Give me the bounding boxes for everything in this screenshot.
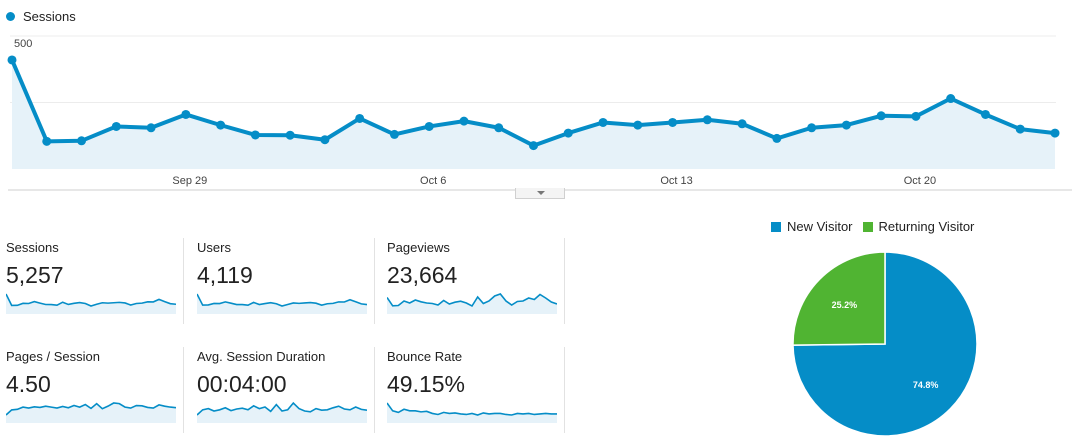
metric-card[interactable]: Sessions 5,257 (6, 238, 184, 324)
sessions-point[interactable] (111, 121, 121, 131)
pie-slice-label: 25.2% (832, 300, 858, 310)
sessions-point[interactable] (876, 111, 886, 121)
caret-down-icon (537, 191, 545, 195)
metric-label: Users (197, 240, 231, 255)
sessions-point[interactable] (146, 123, 156, 133)
sparkline-area (6, 403, 176, 423)
legend-item-new-visitor[interactable]: New Visitor (771, 219, 853, 234)
metric-sparkline (6, 293, 176, 314)
metric-card[interactable]: Pageviews 23,664 (387, 238, 565, 324)
x-tick-label: Oct 13 (660, 175, 692, 187)
metric-label: Bounce Rate (387, 349, 463, 364)
sparkline-area (197, 403, 367, 423)
sparkline-area (387, 294, 557, 314)
sparkline-area (387, 403, 557, 423)
sessions-point[interactable] (77, 136, 87, 146)
sessions-point[interactable] (980, 109, 990, 119)
metric-value: 23,664 (387, 262, 458, 288)
returning-visitor-swatch (862, 221, 873, 232)
sessions-point[interactable] (459, 116, 469, 126)
metric-sparkline (197, 293, 367, 314)
legend-item-returning-visitor[interactable]: Returning Visitor (862, 219, 975, 234)
metric-value: 5,257 (6, 262, 64, 288)
sessions-legend-label: Sessions (23, 9, 76, 24)
y-tick-label: 500 (14, 38, 32, 50)
sessions-point[interactable] (807, 123, 817, 133)
x-tick-label: Oct 6 (420, 175, 446, 187)
metric-value: 49.15% (387, 371, 466, 397)
sessions-point[interactable] (529, 141, 538, 151)
metric-divider (374, 238, 375, 324)
visitor-type-pie-chart[interactable]: 74.8% 25.2% (785, 246, 985, 442)
metric-card[interactable]: Avg. Session Duration 00:04:00 (197, 347, 375, 433)
metric-label: Pages / Session (6, 349, 100, 364)
sessions-point[interactable] (668, 117, 678, 127)
returning-visitor-label: Returning Visitor (878, 219, 975, 234)
sessions-point[interactable] (702, 115, 712, 125)
metric-divider (564, 238, 565, 324)
metric-sparkline (6, 402, 176, 423)
sessions-point[interactable] (285, 130, 295, 140)
sessions-point[interactable] (911, 111, 921, 121)
sessions-point[interactable] (598, 117, 608, 127)
sessions-point[interactable] (772, 133, 782, 143)
metric-card[interactable]: Bounce Rate 49.15% (387, 347, 565, 433)
x-tick-label: Sep 29 (172, 175, 207, 187)
sessions-legend-dot (6, 12, 15, 21)
sessions-area (12, 59, 1055, 169)
sparkline-line (387, 402, 557, 416)
pie-slice-returning-visitor[interactable] (792, 251, 886, 346)
new-visitor-swatch (771, 221, 781, 232)
sparkline-line (6, 402, 176, 416)
collapse-chart-handle[interactable] (515, 188, 565, 199)
metric-label: Sessions (6, 240, 59, 255)
sparkline-area (6, 294, 176, 314)
metric-divider (183, 347, 184, 433)
sessions-point[interactable] (633, 120, 643, 130)
metric-card[interactable]: Users 4,119 (197, 238, 375, 324)
chart-legend[interactable]: Sessions (6, 9, 76, 24)
metric-divider (374, 347, 375, 433)
sessions-point[interactable] (216, 120, 226, 130)
pie-slice-new-visitor[interactable] (792, 251, 978, 437)
sessions-point[interactable] (841, 120, 851, 130)
sessions-point[interactable] (1015, 124, 1025, 134)
pie-slice-label: 74.8% (913, 380, 939, 390)
sessions-point[interactable] (1050, 128, 1060, 138)
sessions-point[interactable] (563, 128, 573, 138)
metric-sparkline (197, 401, 367, 423)
sparkline-line (197, 293, 367, 307)
sessions-point[interactable] (250, 130, 260, 140)
sparkline-line (387, 293, 557, 308)
metric-sparkline (387, 293, 557, 314)
sessions-point[interactable] (355, 113, 365, 123)
sessions-point[interactable] (494, 123, 504, 133)
sessions-point[interactable] (7, 55, 17, 65)
metric-sparkline (387, 402, 557, 423)
sparkline-line (197, 401, 367, 416)
sessions-point[interactable] (424, 121, 434, 131)
metric-divider (564, 347, 565, 433)
sessions-point[interactable] (320, 135, 330, 145)
x-tick-label: Oct 20 (904, 175, 936, 187)
metric-divider (183, 238, 184, 324)
metric-label: Avg. Session Duration (197, 349, 326, 364)
metric-value: 4,119 (197, 262, 253, 288)
metric-label: Pageviews (387, 240, 450, 255)
pie-legend: New Visitor Returning Visitor (771, 219, 984, 234)
sessions-point[interactable] (389, 129, 399, 139)
sessions-point[interactable] (946, 94, 956, 104)
sessions-point[interactable] (737, 119, 747, 129)
metric-value: 00:04:00 (197, 371, 287, 397)
sparkline-area (197, 294, 367, 314)
sessions-point[interactable] (181, 109, 191, 119)
sparkline-line (6, 293, 176, 307)
metric-card[interactable]: Pages / Session 4.50 (6, 347, 184, 433)
sessions-point[interactable] (42, 136, 52, 146)
metric-value: 4.50 (6, 371, 51, 397)
new-visitor-label: New Visitor (787, 219, 853, 234)
